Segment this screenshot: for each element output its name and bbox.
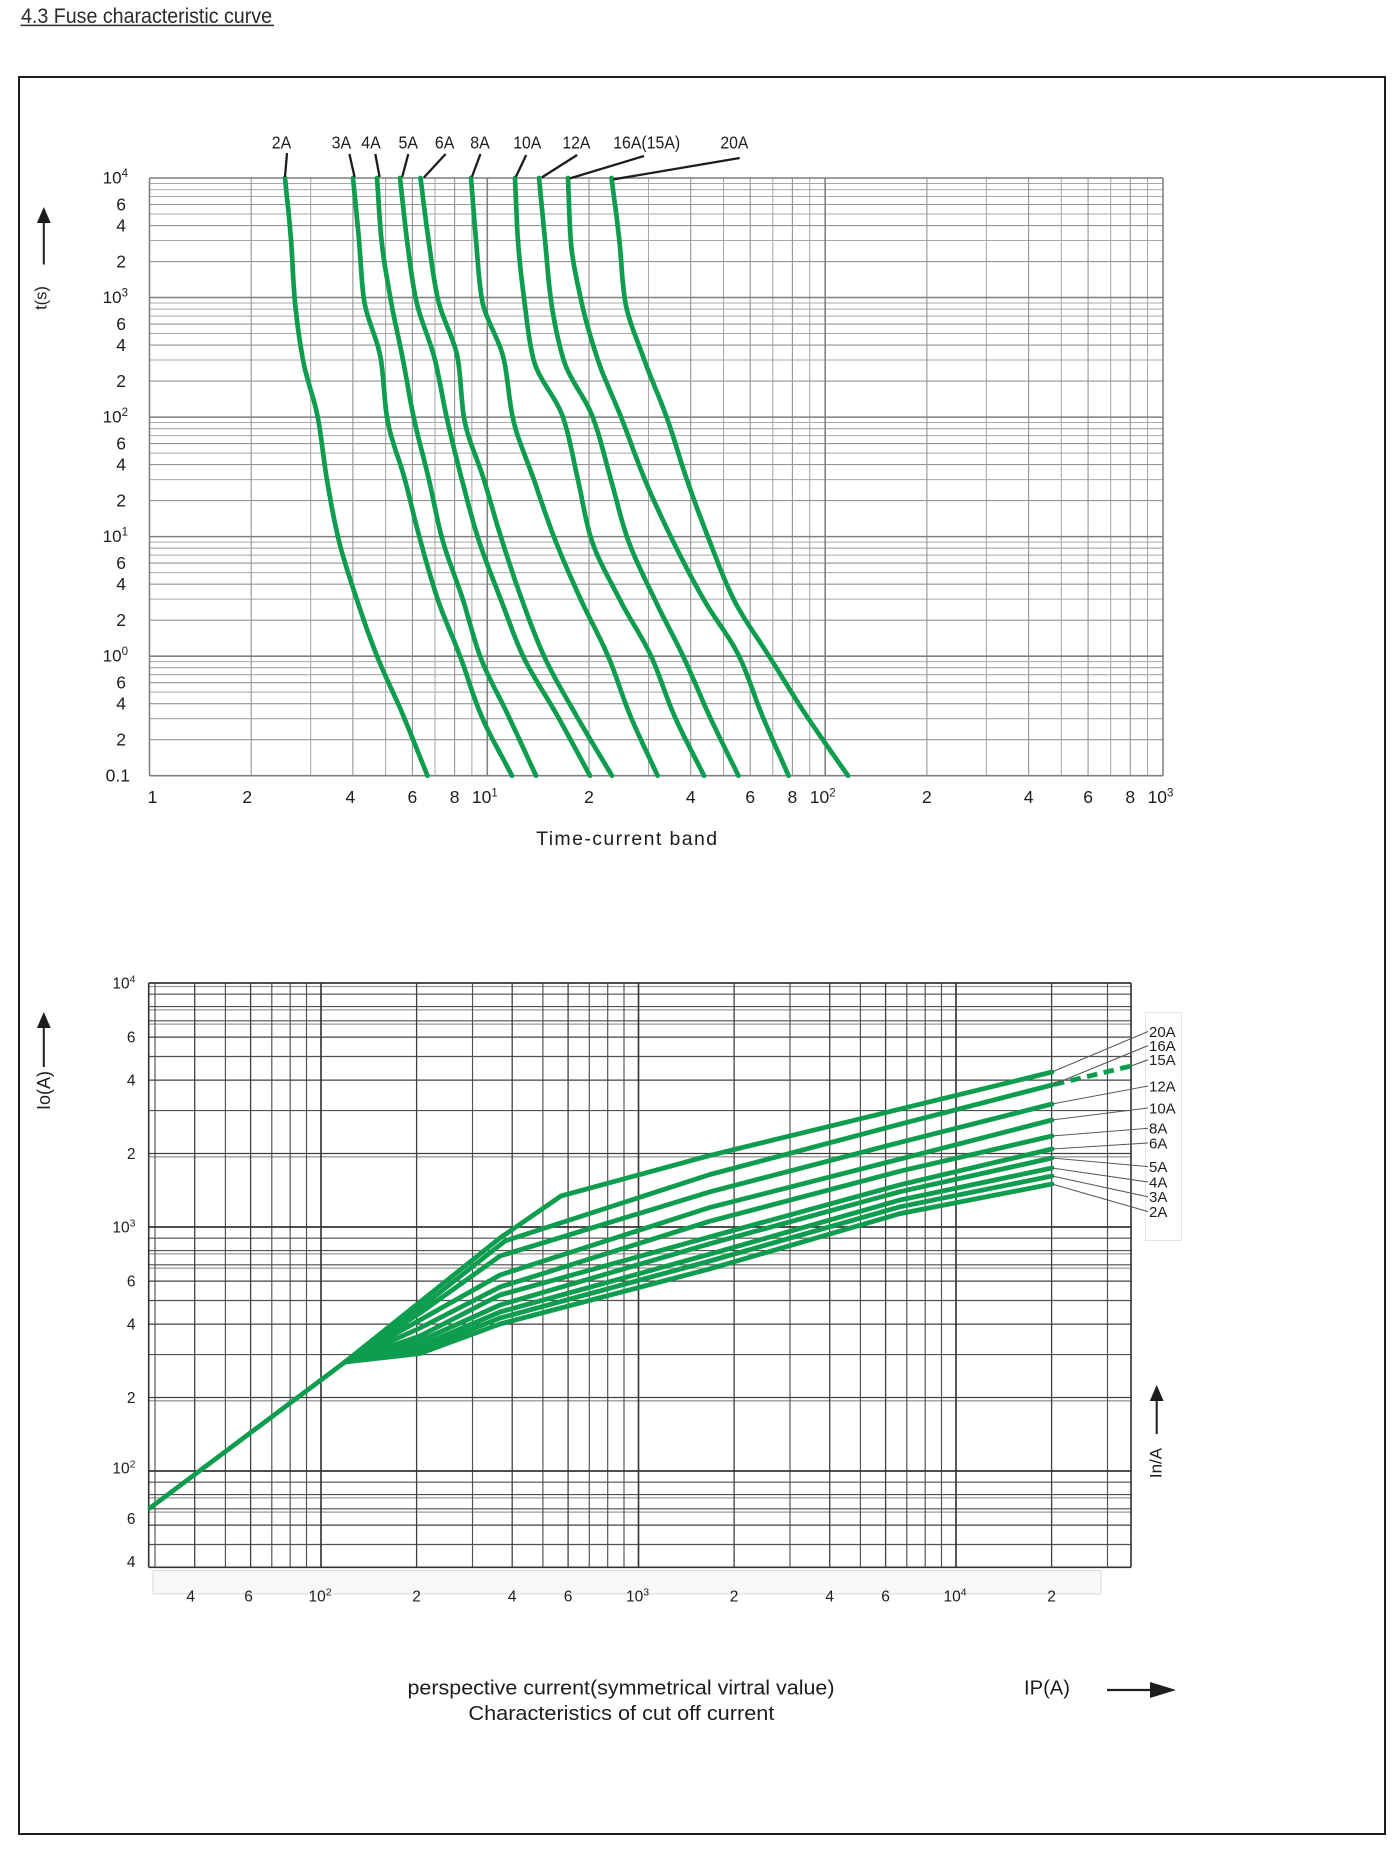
svg-text:16A: 16A (1149, 1038, 1176, 1055)
svg-text:In/A: In/A (1147, 1447, 1166, 1478)
svg-text:6: 6 (127, 1511, 136, 1528)
svg-text:4: 4 (116, 455, 126, 475)
svg-text:2: 2 (412, 1589, 421, 1606)
svg-text:2: 2 (1047, 1589, 1056, 1606)
svg-text:3A: 3A (332, 133, 352, 153)
svg-text:2: 2 (116, 491, 126, 511)
svg-text:2: 2 (730, 1589, 739, 1606)
svg-text:4: 4 (116, 694, 126, 714)
svg-text:4.3 Fuse characteristic curve: 4.3 Fuse characteristic curve (21, 4, 272, 28)
svg-text:2: 2 (116, 371, 126, 391)
svg-text:6: 6 (881, 1589, 890, 1606)
svg-text:6: 6 (127, 1029, 136, 1046)
svg-text:4: 4 (116, 574, 126, 594)
svg-text:8: 8 (788, 787, 798, 807)
svg-text:Io(A): Io(A) (34, 1071, 54, 1110)
svg-text:20A: 20A (720, 133, 748, 153)
svg-text:4: 4 (346, 787, 356, 807)
svg-text:6: 6 (244, 1589, 253, 1606)
svg-text:8A: 8A (470, 133, 490, 153)
svg-text:6: 6 (116, 673, 126, 693)
svg-text:4: 4 (186, 1589, 195, 1606)
svg-text:6: 6 (408, 787, 418, 807)
svg-text:6: 6 (116, 553, 126, 573)
svg-text:4: 4 (1024, 787, 1034, 807)
svg-text:2: 2 (922, 787, 932, 807)
svg-text:4A: 4A (1149, 1174, 1167, 1191)
svg-text:4: 4 (686, 787, 696, 807)
svg-text:101: 101 (472, 787, 498, 807)
svg-text:6: 6 (116, 314, 126, 334)
svg-text:8: 8 (450, 787, 460, 807)
svg-text:10A: 10A (513, 133, 541, 153)
svg-text:6: 6 (116, 195, 126, 215)
svg-text:2A: 2A (272, 133, 292, 153)
svg-text:4: 4 (127, 1554, 136, 1571)
svg-text:2: 2 (116, 610, 126, 630)
svg-text:2: 2 (116, 730, 126, 750)
svg-text:6: 6 (127, 1273, 136, 1290)
svg-text:4: 4 (116, 216, 126, 236)
svg-text:2: 2 (242, 787, 252, 807)
svg-text:103: 103 (1148, 787, 1174, 807)
svg-text:0.1: 0.1 (106, 766, 130, 786)
svg-text:2: 2 (127, 1390, 136, 1407)
svg-text:16A(15A): 16A(15A) (613, 133, 680, 153)
svg-text:12A: 12A (1149, 1078, 1176, 1095)
svg-text:4: 4 (116, 335, 126, 355)
svg-text:6: 6 (745, 787, 755, 807)
svg-text:8: 8 (1125, 787, 1135, 807)
svg-text:6: 6 (564, 1589, 573, 1606)
svg-text:2: 2 (116, 252, 126, 272)
svg-text:2: 2 (127, 1146, 136, 1163)
svg-text:Characteristics of cut off cur: Characteristics of cut off current (468, 1703, 774, 1725)
svg-text:3A: 3A (1149, 1189, 1167, 1206)
svg-text:perspective current(symmetrica: perspective current(symmetrical virtral … (408, 1678, 835, 1700)
svg-text:6: 6 (116, 434, 126, 454)
svg-text:15A: 15A (1149, 1052, 1176, 1069)
svg-text:4: 4 (508, 1589, 517, 1606)
svg-text:5A: 5A (399, 133, 419, 153)
svg-text:2: 2 (584, 787, 594, 807)
svg-text:4A: 4A (361, 133, 381, 153)
svg-text:12A: 12A (562, 133, 590, 153)
svg-text:5A: 5A (1149, 1159, 1167, 1176)
svg-text:10A: 10A (1149, 1100, 1176, 1117)
svg-text:4: 4 (127, 1072, 136, 1089)
svg-text:102: 102 (810, 787, 836, 807)
svg-text:IP(A): IP(A) (1024, 1678, 1070, 1700)
svg-text:6A: 6A (1149, 1135, 1167, 1152)
svg-text:4: 4 (825, 1589, 834, 1606)
svg-text:8A: 8A (1149, 1121, 1167, 1138)
svg-text:4: 4 (127, 1316, 136, 1333)
svg-text:2A: 2A (1149, 1204, 1167, 1221)
svg-text:6: 6 (1083, 787, 1093, 807)
svg-text:1: 1 (148, 787, 158, 807)
svg-text:20A: 20A (1149, 1024, 1176, 1041)
svg-text:t(s): t(s) (33, 286, 51, 310)
svg-text:6A: 6A (435, 133, 455, 153)
svg-text:Time-current band: Time-current band (536, 828, 717, 850)
